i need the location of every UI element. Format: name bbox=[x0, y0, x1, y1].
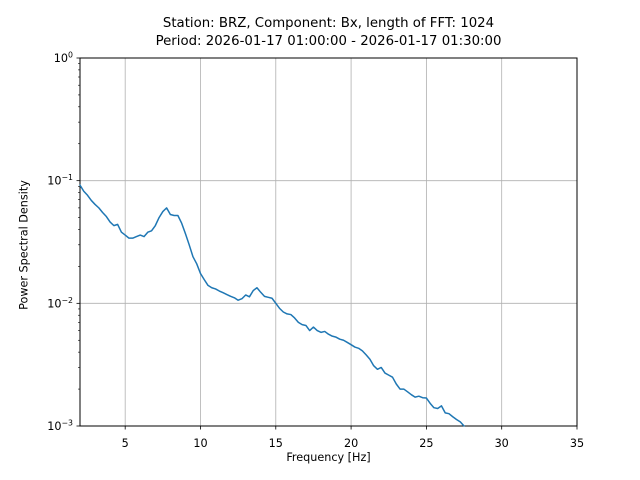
y-tick-label: 10−1 bbox=[47, 173, 73, 188]
chart-title: Station: BRZ, Component: Bx, length of F… bbox=[80, 15, 577, 50]
axes-frame bbox=[79, 57, 578, 427]
y-tick-label: 100 bbox=[54, 51, 73, 66]
x-tick-label: 35 bbox=[570, 437, 584, 450]
x-tick-label: 15 bbox=[269, 437, 283, 450]
x-tick-label: 25 bbox=[419, 437, 433, 450]
chart-title-line2: Period: 2026-01-17 01:00:00 - 2026-01-17… bbox=[155, 33, 502, 49]
x-axis-label: Frequency [Hz] bbox=[286, 451, 371, 464]
y-tick-label: 10−3 bbox=[47, 419, 73, 434]
x-tick-label: 20 bbox=[344, 437, 358, 450]
x-tick-label: 10 bbox=[193, 437, 207, 450]
y-tick-label: 10−2 bbox=[47, 296, 73, 311]
x-tick-label: 5 bbox=[122, 437, 129, 450]
chart-title-line1: Station: BRZ, Component: Bx, length of F… bbox=[162, 16, 495, 31]
x-tick-label: 30 bbox=[495, 437, 509, 450]
psd-line bbox=[79, 184, 465, 427]
